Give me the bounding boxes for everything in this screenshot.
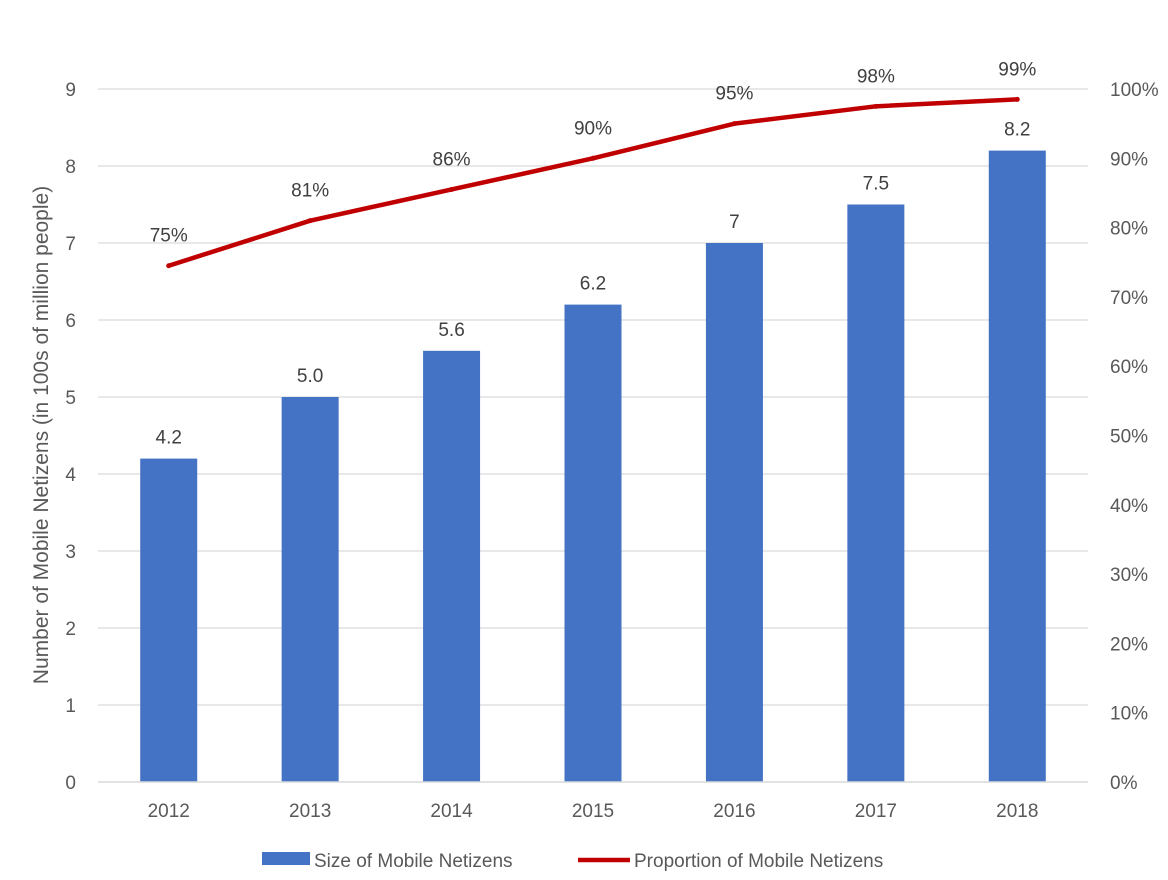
line-point (590, 155, 596, 161)
y-tick-label: 2 (65, 619, 76, 640)
y2-tick-label: 70% (1110, 288, 1148, 309)
line-point (166, 263, 172, 269)
line-value-label: 98% (857, 66, 895, 87)
y-tick-label: 9 (65, 80, 76, 101)
line-point (1014, 96, 1020, 102)
bar (705, 243, 763, 782)
y2-tick-label: 100% (1110, 80, 1159, 101)
bar (140, 458, 198, 782)
bar-value-label: 5.0 (297, 366, 323, 387)
bar (847, 204, 905, 782)
y-tick-label: 8 (65, 157, 76, 178)
y2-tick-label: 50% (1110, 427, 1148, 448)
x-tick-label: 2012 (148, 801, 190, 822)
x-tick-label: 2015 (572, 801, 614, 822)
bars (140, 150, 1046, 783)
bar (281, 397, 339, 782)
line-layer (166, 96, 1020, 269)
x-tick-label: 2016 (713, 801, 755, 822)
y-tick-label: 1 (65, 696, 76, 717)
bar (988, 150, 1046, 783)
legend: Size of Mobile Netizens Proportion of Mo… (262, 851, 883, 872)
bar-value-label: 5.6 (438, 320, 464, 341)
y2-tick-label: 30% (1110, 565, 1148, 586)
bar-value-label: 8.2 (1004, 120, 1030, 141)
line-value-label: 81% (291, 181, 329, 202)
line-value-label: 86% (433, 149, 471, 170)
axes: 01234567890%10%20%30%40%50%60%70%80%90%1… (65, 80, 1158, 822)
line-value-label: 90% (574, 118, 612, 139)
y-tick-label: 3 (65, 542, 76, 563)
y-tick-label: 4 (65, 465, 76, 486)
line-point (731, 121, 737, 127)
x-tick-label: 2014 (430, 801, 473, 822)
bar (564, 304, 622, 782)
bar-value-label: 4.2 (156, 428, 182, 449)
line-point (307, 218, 313, 224)
line-point (873, 103, 879, 109)
line-value-label: 75% (150, 226, 188, 247)
legend-bar-label: Size of Mobile Netizens (314, 851, 513, 872)
bar-value-label: 7 (729, 212, 740, 233)
y-tick-label: 0 (65, 773, 76, 794)
y2-tick-label: 40% (1110, 496, 1148, 517)
y2-tick-label: 10% (1110, 704, 1148, 725)
y-tick-label: 6 (65, 311, 76, 332)
line-value-label: 99% (998, 59, 1036, 80)
y2-tick-label: 60% (1110, 357, 1148, 378)
y2-tick-label: 90% (1110, 149, 1148, 170)
bar (423, 350, 481, 782)
x-tick-label: 2018 (996, 801, 1038, 822)
x-tick-label: 2017 (855, 801, 897, 822)
line-value-label: 95% (715, 84, 753, 105)
bar-value-label: 7.5 (863, 174, 889, 195)
line-point (449, 186, 455, 192)
legend-bar-swatch (262, 852, 310, 865)
y2-tick-label: 0% (1110, 773, 1138, 794)
y2-tick-label: 80% (1110, 219, 1148, 240)
y2-tick-label: 20% (1110, 634, 1148, 655)
x-tick-label: 2013 (289, 801, 331, 822)
y-axis-title: Number of Mobile Netizens (in 100s of mi… (30, 186, 53, 684)
y-tick-label: 7 (65, 234, 76, 255)
data-labels: 4.2 5.0 5.6 6.2 7 7.5 8.2 75% 81% 86% 90% 95% 98% 99% (150, 59, 1037, 448)
y-tick-label: 5 (65, 388, 76, 409)
legend-line-label: Proportion of Mobile Netizens (634, 851, 883, 872)
bar-value-label: 6.2 (580, 274, 606, 295)
